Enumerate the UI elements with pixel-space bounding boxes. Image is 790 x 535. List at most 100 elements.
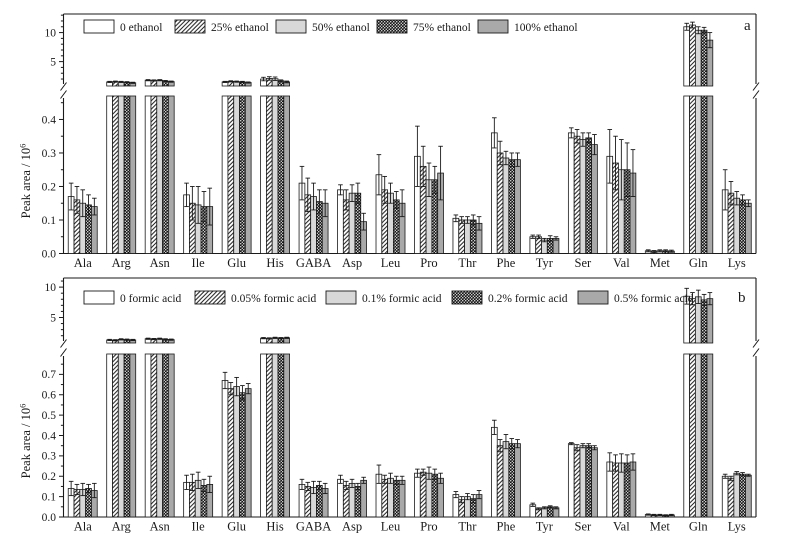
bar-b-Ser-s2 <box>579 445 587 518</box>
bar-b-Asn-s2-lower <box>156 353 163 518</box>
panel-letter: b <box>738 290 746 306</box>
legend-label: 50% ethanol <box>312 22 370 34</box>
bar-b-Arg-s0-lower <box>106 353 113 518</box>
bar-a-Thr-s2 <box>464 219 471 254</box>
bar-a-Thr-s1 <box>458 219 465 254</box>
bar-a-Ser-s2 <box>579 139 587 254</box>
bar-b-Pro-s4 <box>437 477 444 518</box>
bar-b-Gln-s4-upper <box>706 298 714 344</box>
y-tick-labels: 0.0 0.1 0.2 0.3 0.4 5 10 <box>42 27 57 260</box>
bar-a-His-s3-lower <box>277 95 285 254</box>
bar-b-Gln-s1-upper <box>689 298 696 344</box>
bar-b-Pro-s3 <box>431 473 439 518</box>
legend-label: 0.5% formic acid <box>614 293 694 305</box>
x-category-label: GABA <box>296 256 331 270</box>
bar-b-Glu-s0 <box>221 380 229 518</box>
bar-b-Glu-s3 <box>239 392 246 518</box>
legend-label: 0 ethanol <box>120 22 162 34</box>
error-bars <box>68 287 751 517</box>
bar-a-Glu-s1-lower <box>227 95 235 254</box>
bar-a-Phe-s0 <box>491 132 498 254</box>
x-category-label: Phe <box>497 520 516 534</box>
bar-b-Phe-s3 <box>508 443 516 518</box>
x-category-label: His <box>266 256 284 270</box>
x-category-label: Thr <box>458 520 477 534</box>
bar-b-Phe-s1 <box>496 445 504 518</box>
bar-a-Ser-s3 <box>585 137 592 254</box>
bar-a-Asp-s2 <box>348 192 356 254</box>
bar-b-His-s4-lower <box>283 353 290 518</box>
bar-a-Tyr-s1 <box>535 236 542 254</box>
bar-b-Pro-s0 <box>414 472 421 518</box>
x-category-label: GABA <box>296 520 331 534</box>
bar-a-Gln-s2-upper <box>694 29 702 87</box>
x-category-label: Lys <box>728 256 746 270</box>
bar-b-Asp-s2 <box>348 482 356 518</box>
bar-a-Arg-s0-lower <box>106 95 113 254</box>
y-tick-label: 0.2 <box>42 471 57 483</box>
bar-a-Lys-s3 <box>739 199 746 254</box>
y-tick-label: 0.0 <box>42 512 57 524</box>
y-tick-label: 0.1 <box>42 491 57 503</box>
bar-b-Gln-s1-lower <box>689 353 696 518</box>
axis-break-mask <box>60 341 67 356</box>
bar-a-Asn-s1-lower <box>150 95 158 254</box>
bar-a-Ser-s0 <box>567 132 575 254</box>
y-tick-label: 10 <box>45 27 57 39</box>
bar-b-Leu-s3 <box>393 479 400 518</box>
bar-a-Lys-s2 <box>733 197 741 254</box>
y-tick-label: 0.6 <box>42 390 57 402</box>
bar-a-Arg-s3-lower <box>123 95 131 254</box>
bar-a-Arg-s1-lower <box>112 95 119 254</box>
x-category-label: Thr <box>458 256 477 270</box>
error-bars <box>68 21 751 253</box>
bar-a-Lys-s4 <box>745 202 752 254</box>
bar-a-Glu-s3-lower <box>239 95 246 254</box>
legend-label: 75% ethanol <box>413 22 471 34</box>
y-tick-label: 0.1 <box>42 215 57 227</box>
x-category-label: Asp <box>342 256 362 270</box>
legend-swatch-gray-icon <box>577 290 609 305</box>
x-category-label: Ala <box>74 256 93 270</box>
x-category-label: Met <box>650 256 671 270</box>
bar-b-Asn-s1-lower <box>150 353 158 518</box>
axis-break-mask <box>60 84 67 98</box>
bar-b-Lys-s2 <box>733 472 741 518</box>
x-category-label: Glu <box>227 256 247 270</box>
axis-break-icon <box>752 339 760 357</box>
x-category-label: Val <box>613 256 630 270</box>
panel-a: 0.0 0.1 0.2 0.3 0.4 5 10 Ala Arg Asn Ile Glu His GABA… <box>18 13 760 270</box>
bar-b-Ser-s1 <box>573 447 581 518</box>
x-category-label: Ser <box>575 256 593 270</box>
x-category-label: Arg <box>112 520 132 534</box>
bar-b-Arg-s1-lower <box>112 353 119 518</box>
bar-b-Phe-s4 <box>514 443 521 518</box>
y-tick-label: 10 <box>45 282 57 294</box>
bar-a-Tyr-s0 <box>529 236 537 254</box>
bar-a-Gln-s0-lower <box>683 95 690 254</box>
bar-a-Asn-s4-lower <box>167 95 175 254</box>
legend-label: 0 formic acid <box>120 293 182 305</box>
legend-swatch-lightgray-icon <box>325 290 357 305</box>
y-tick-label: 5 <box>50 56 56 68</box>
bar-a-Gln-s3-lower <box>700 95 708 254</box>
x-category-label: Ile <box>192 520 206 534</box>
bar-a-Ser-s1 <box>573 135 581 254</box>
bar-b-His-s2-lower <box>271 353 279 518</box>
bar-a-Gln-s1-upper <box>689 24 696 87</box>
bar-b-Leu-s2 <box>387 477 394 518</box>
legend-label: 0.2% formic acid <box>488 293 568 305</box>
legend-swatch-lightgray-icon <box>275 19 307 34</box>
bar-a-His-s1-lower <box>265 95 273 254</box>
bar-a-Asn-s2-lower <box>156 95 163 254</box>
x-category-label: Ser <box>575 520 593 534</box>
bar-a-Glu-s4-lower <box>244 95 252 254</box>
bar-b-Asn-s3-lower <box>162 353 169 518</box>
x-category-label: Phe <box>497 256 516 270</box>
bar-a-Thr-s0 <box>452 217 460 254</box>
legend-swatch-hatch-icon <box>174 19 206 34</box>
bar-b-Leu-s1 <box>381 478 389 518</box>
bar-b-Asn-s4-lower <box>167 353 175 518</box>
bar-b-Pro-s1 <box>419 471 427 518</box>
